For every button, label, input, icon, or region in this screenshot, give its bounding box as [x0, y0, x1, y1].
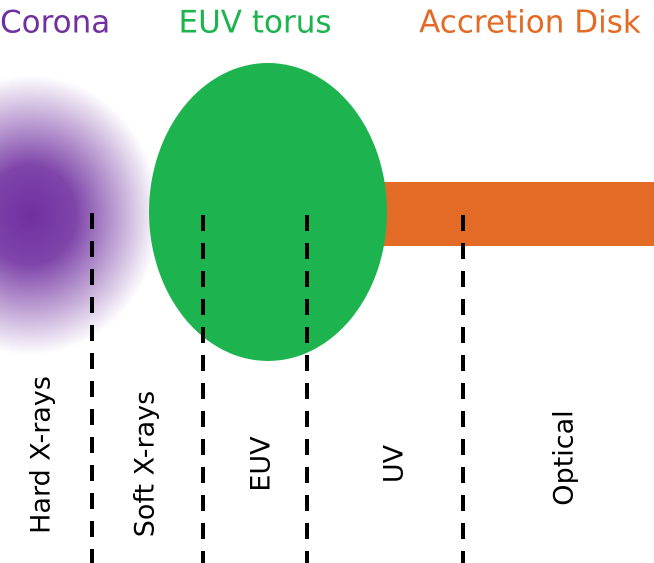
band-label: UV — [379, 444, 410, 483]
region-label: Corona — [0, 5, 110, 41]
corona-shape — [0, 75, 160, 355]
band-label: Soft X-rays — [130, 391, 161, 537]
band-label: EUV — [246, 436, 277, 492]
band-label: Optical — [549, 410, 580, 505]
euv-torus-shape — [149, 63, 387, 361]
band-label: Hard X-rays — [26, 376, 57, 534]
accretion-disk-shape — [360, 182, 654, 246]
region-label: Accretion Disk — [419, 5, 641, 41]
region-label: EUV torus — [178, 5, 331, 41]
